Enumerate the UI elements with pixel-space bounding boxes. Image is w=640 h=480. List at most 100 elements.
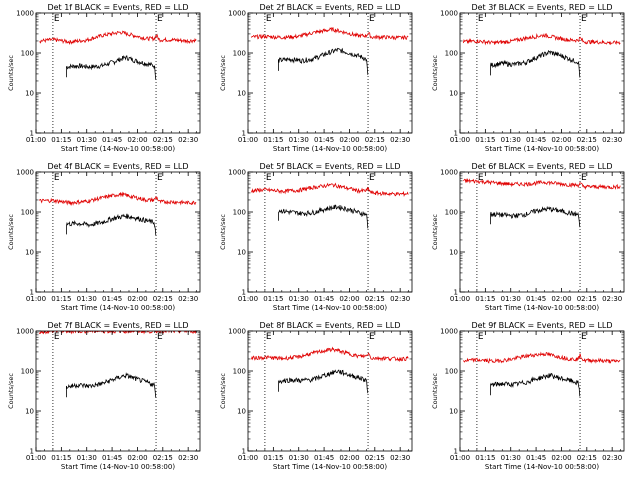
x-axis-label: Start Time (14-Nov-10 00:58:00) — [485, 463, 599, 471]
y-tick-label: 1000 — [228, 10, 246, 18]
x-tick-label: 01:00 — [26, 295, 46, 303]
chart-title: Det 9f BLACK = Events, RED = LLD — [471, 321, 612, 330]
x-tick-label: 02:15 — [577, 295, 597, 303]
x-axis-label: Start Time (14-Nov-10 00:58:00) — [485, 145, 599, 153]
marker-label: E — [581, 14, 587, 24]
lld-series-line — [463, 177, 621, 191]
x-axis-label: Start Time (14-Nov-10 00:58:00) — [61, 145, 175, 153]
x-tick-label: 02:30 — [602, 454, 622, 462]
lld-series-line — [251, 346, 409, 363]
x-tick-label: 01:15 — [475, 295, 495, 303]
y-tick-label: 1000 — [16, 10, 34, 18]
x-tick-label: 02:15 — [153, 136, 173, 144]
x-tick-label: 01:15 — [263, 454, 283, 462]
x-tick-label: 02:00 — [127, 136, 147, 144]
plot-area — [39, 331, 197, 451]
y-tick-label: 1000 — [440, 10, 458, 18]
x-tick-label: 01:15 — [475, 454, 495, 462]
x-tick-label: 02:00 — [551, 136, 571, 144]
marker-label: E — [157, 173, 163, 183]
chart-panel: Det 3f BLACK = Events, RED = LLD E E 01:00 0… — [431, 3, 625, 153]
y-axis-label: Counts/sec — [7, 55, 15, 91]
axes-frame — [459, 330, 625, 452]
x-tick-label: 02:30 — [390, 454, 410, 462]
x-axis-label: Start Time (14-Nov-10 00:58:00) — [61, 304, 175, 312]
y-tick-label: 1 — [30, 289, 34, 297]
x-tick-label: 01:45 — [526, 454, 546, 462]
axes-frame — [35, 330, 201, 452]
x-tick-label: 02:00 — [127, 454, 147, 462]
y-tick-label: 1000 — [440, 328, 458, 336]
x-tick-label: 02:15 — [153, 454, 173, 462]
x-tick-label: 01:00 — [26, 454, 46, 462]
x-axis-label: Start Time (14-Nov-10 00:58:00) — [273, 304, 387, 312]
x-tick-label: 01:00 — [26, 136, 46, 144]
marker-label: E — [478, 14, 484, 24]
marker-label: E — [54, 332, 60, 342]
y-tick-label: 100 — [233, 50, 246, 58]
marker-label: E — [157, 332, 163, 342]
chart-title: Det 8f BLACK = Events, RED = LLD — [259, 321, 400, 330]
chart-title: Det 4f BLACK = Events, RED = LLD — [47, 162, 188, 171]
y-tick-label: 10 — [25, 408, 34, 416]
events-series-line — [278, 47, 369, 75]
y-tick-label: 1 — [242, 130, 246, 138]
x-tick-label: 01:45 — [102, 454, 122, 462]
x-tick-label: 01:30 — [77, 295, 97, 303]
y-tick-label: 100 — [233, 209, 246, 217]
x-tick-label: 01:15 — [51, 295, 71, 303]
x-tick-label: 01:00 — [238, 136, 258, 144]
y-tick-label: 1000 — [228, 328, 246, 336]
events-series-line — [66, 55, 157, 80]
y-tick-label: 1 — [454, 448, 458, 456]
lld-series-line — [251, 26, 409, 41]
y-tick-label: 1000 — [228, 169, 246, 177]
lld-series-line — [251, 182, 409, 197]
events-series-line — [490, 205, 581, 228]
x-tick-label: 01:30 — [77, 454, 97, 462]
marker-label: E — [478, 332, 484, 342]
y-axis-label: Counts/sec — [431, 373, 439, 409]
plot-area — [251, 331, 409, 451]
y-tick-label: 10 — [237, 249, 246, 257]
x-tick-label: 02:15 — [365, 454, 385, 462]
x-tick-label: 02:30 — [178, 454, 198, 462]
x-tick-label: 01:30 — [289, 295, 309, 303]
chart-title: Det 7f BLACK = Events, RED = LLD — [47, 321, 188, 330]
x-axis-label: Start Time (14-Nov-10 00:58:00) — [61, 463, 175, 471]
x-tick-label: 02:30 — [390, 136, 410, 144]
events-series-line — [278, 204, 369, 229]
x-tick-label: 02:00 — [339, 295, 359, 303]
marker-label: E — [54, 14, 60, 24]
y-tick-label: 1 — [30, 130, 34, 138]
y-tick-label: 10 — [237, 408, 246, 416]
axes-frame — [247, 330, 413, 452]
y-tick-label: 10 — [449, 249, 458, 257]
lld-series-line — [463, 351, 621, 365]
x-tick-label: 01:15 — [475, 136, 495, 144]
x-axis-label: Start Time (14-Nov-10 00:58:00) — [485, 304, 599, 312]
marker-label: E — [266, 14, 272, 24]
chart-title: Det 3f BLACK = Events, RED = LLD — [471, 3, 612, 12]
x-tick-label: 02:30 — [178, 136, 198, 144]
y-tick-label: 1 — [454, 130, 458, 138]
plot-area — [463, 13, 621, 133]
x-tick-label: 01:00 — [450, 136, 470, 144]
x-tick-label: 01:45 — [102, 295, 122, 303]
x-tick-label: 01:30 — [77, 136, 97, 144]
x-tick-label: 02:30 — [602, 295, 622, 303]
plot-area — [251, 13, 409, 133]
y-tick-label: 100 — [21, 209, 34, 217]
axes-frame — [459, 171, 625, 293]
axes-frame — [247, 12, 413, 134]
x-tick-label: 02:30 — [602, 136, 622, 144]
x-tick-label: 02:15 — [577, 454, 597, 462]
x-tick-label: 01:45 — [102, 136, 122, 144]
y-tick-label: 100 — [21, 50, 34, 58]
y-tick-label: 1 — [242, 289, 246, 297]
y-tick-label: 10 — [237, 90, 246, 98]
chart-panel: Det 8f BLACK = Events, RED = LLD E E 01:00 0… — [219, 321, 413, 471]
x-tick-label: 01:45 — [314, 295, 334, 303]
marker-label: E — [54, 173, 60, 183]
x-tick-label: 02:30 — [178, 295, 198, 303]
